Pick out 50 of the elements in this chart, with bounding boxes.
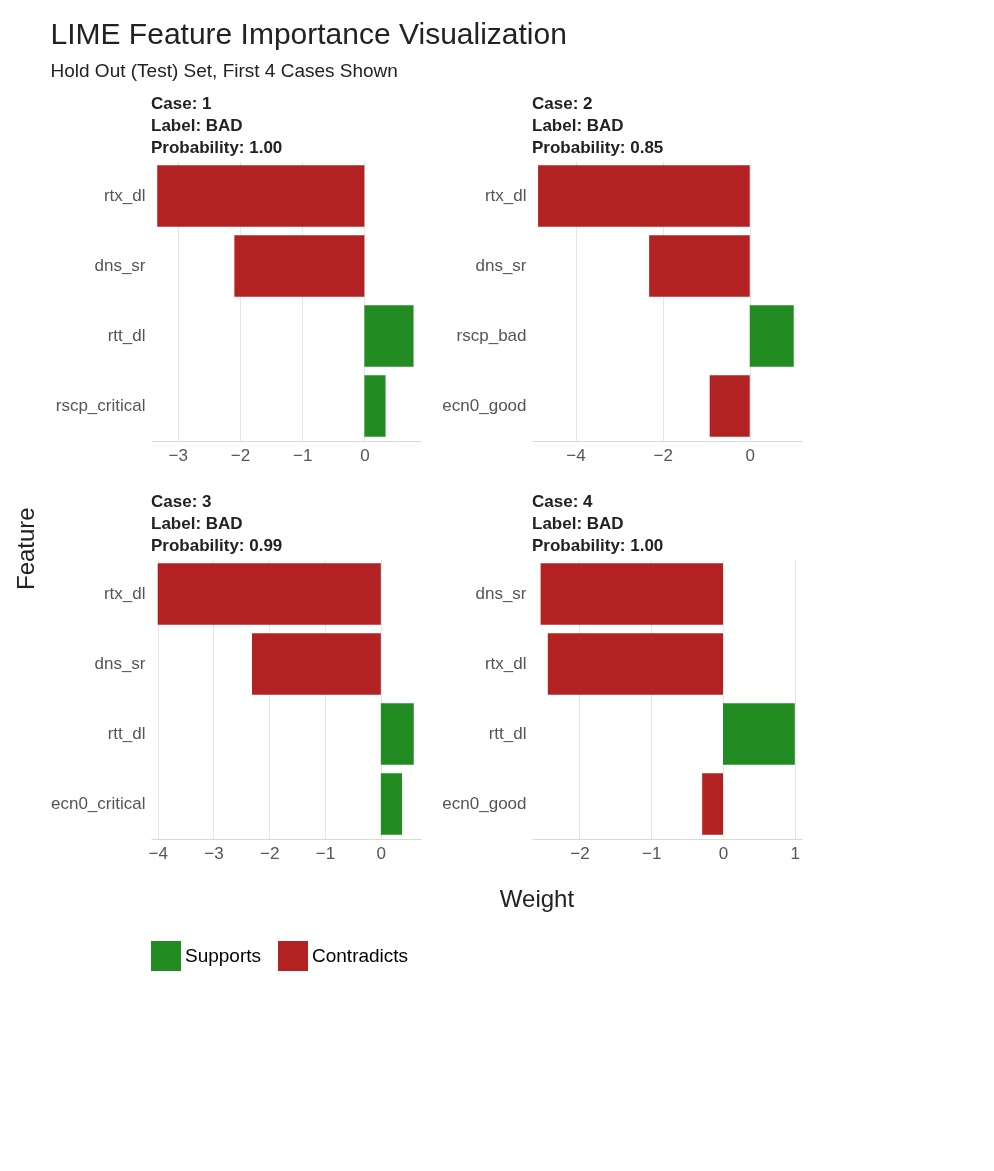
y-tick-label: rtx_dl [103,186,146,205]
x-tick-label: 0 [745,445,755,465]
x-tick-label: −2 [260,843,280,863]
y-tick-label: ecn0_good [442,794,527,813]
y-tick-label: rtx_dl [103,584,146,603]
x-tick-label: −4 [566,445,586,465]
y-tick-label: rscp_bad [456,326,527,345]
bar [251,633,381,695]
text: Case: 1 Label: BAD Probability: 1.00 [151,94,283,157]
x-tick-label: −4 [148,843,168,863]
y-tick-label: dns_sr [94,654,146,673]
legend-label: Contradicts [312,945,409,966]
y-tick-label: ecn0_good [442,396,527,415]
y-tick-label: dns_sr [475,584,527,603]
x-axis-title: Weight [498,885,576,913]
bar [364,375,386,437]
y-tick-label: dns_sr [94,256,146,275]
x-tick-label: −2 [230,445,251,465]
y-tick-label: rtx_dl [484,654,527,673]
y-axis-title: Feature [12,507,40,590]
y-tick-label: rtx_dl [484,186,527,205]
x-tick-label: −2 [653,445,673,465]
chart-title: LIME Feature Importance Visualization [50,17,567,50]
bar [364,305,414,367]
y-tick-label: rtt_dl [107,724,146,743]
x-tick-label: −1 [292,445,313,465]
bar [380,703,414,765]
x-tick-label: −3 [204,843,224,863]
legend-label: Supports [185,945,262,966]
y-tick-label: rtt_dl [107,326,146,345]
chart-title: Case: 4 Label: BAD Probability: 1.00 [532,492,664,555]
chart-title: Case: 2 Label: BAD Probability: 0.85 [532,94,664,157]
bar [157,563,381,625]
x-tick-label: 0 [360,445,370,465]
x-tick-label: −3 [168,445,188,465]
chart-subtitle: Hold Out (Test) Set, First 4 Cases Shown [50,60,398,81]
x-tick-label: −1 [642,843,662,863]
bar [157,165,365,227]
x-tick-label: 1 [790,843,801,863]
y-tick-label: rtt_dl [488,724,527,743]
x-tick-label: 0 [376,843,387,863]
x-tick-label: 0 [718,843,729,863]
chart-title: Case: 3 Label: BAD Probability: 0.99 [151,492,283,555]
bar [234,235,365,297]
x-tick-label: −1 [315,843,336,863]
y-tick-label: dns_sr [475,256,527,275]
y-tick-label: ecn0_critical [51,794,146,813]
bar [380,773,403,835]
x-tick-label: −2 [570,843,590,863]
y-tick-label: rscp_critical [55,396,146,415]
